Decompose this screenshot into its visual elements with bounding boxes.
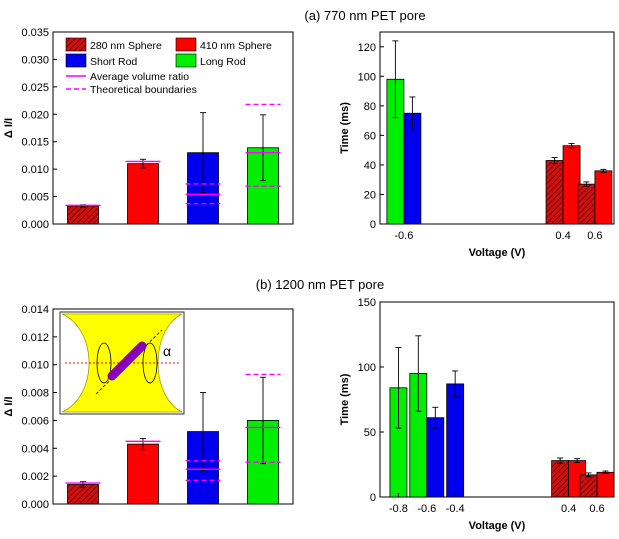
y-tick-label: 40: [364, 160, 376, 172]
x-tick-label: 0.6: [589, 503, 604, 515]
legend-swatch-sphere280: [65, 37, 87, 52]
plot-frame: [379, 31, 615, 225]
panel-title-b: (b) 1200 nm PET pore: [256, 277, 384, 292]
inset-rotation-ellipse-2: [142, 342, 158, 384]
y-tick-label: 0.030: [21, 54, 49, 66]
y-tick-label: 0.000: [21, 219, 49, 231]
legend-swatch-sphere410: [175, 37, 197, 52]
y-axis-label: Δ I/I: [3, 396, 15, 416]
y-tick-label: 100: [358, 362, 376, 374]
bar-sphere410: [127, 163, 159, 225]
x-tick-label: -0.6: [394, 230, 413, 242]
legend-label-long-rod: Long Rod: [200, 56, 246, 68]
bar-sphere280: [67, 205, 99, 225]
legend-swatch-long-rod: [175, 53, 197, 68]
plot-frame: [52, 308, 294, 505]
y-tick-label: 50: [364, 427, 376, 439]
y-tick-label: 100: [358, 71, 376, 83]
x-tick-label: -0.6: [417, 503, 436, 515]
y-tick-label: 20: [364, 189, 376, 201]
y-axis-label: Time (ms): [339, 373, 351, 425]
y-tick-label: 0: [370, 492, 376, 504]
legend-label-sphere280: 280 nm Sphere: [90, 40, 162, 52]
bar-sphere410: [127, 443, 159, 505]
panel-title-a: (a) 770 nm PET pore: [304, 8, 425, 23]
chart-a-left: 0.000 0.005 0.010 0.015 0.020 0.025 0.030 0.035…: [3, 27, 294, 231]
inset-rotation-ellipse: [96, 342, 112, 384]
legend-label-bounds: Theoretical boundaries: [90, 84, 197, 96]
chart-a-right: 0 20 40 60 80 100 120 Time (ms) -0.6 0.4 0.6 Voltag…: [339, 31, 615, 259]
x-axis-label: Voltage (V): [469, 520, 526, 532]
y-tick-label: 0.002: [21, 471, 49, 483]
legend-label-avg: Average volume ratio: [90, 71, 189, 83]
x-tick-label: -0.8: [389, 503, 408, 515]
x-tick-label: 0.6: [587, 230, 602, 242]
y-tick-label: 150: [358, 297, 376, 309]
bar-sphere280: [579, 474, 598, 498]
plot-frame: [52, 31, 294, 225]
chart-b-right: 0 50 100 150 Time (ms) -0.8 -0.6 -0.4 0.4 0.6 Volt…: [339, 297, 615, 532]
legend-swatch-short-rod: [65, 53, 87, 68]
y-tick-label: 80: [364, 101, 376, 113]
y-tick-label: 0.015: [21, 137, 49, 149]
plot-frame: [379, 301, 615, 498]
bar-short_rod: [426, 417, 445, 498]
y-axis-label: Time (ms): [339, 102, 351, 154]
bar-sphere280: [551, 460, 570, 498]
x-tick-label: 0.4: [561, 503, 576, 515]
y-tick-label: 0.010: [21, 360, 49, 372]
y-tick-label: 0: [370, 219, 376, 231]
x-tick-label: 0.4: [555, 230, 570, 242]
y-tick-label: 0.005: [21, 192, 49, 204]
bar-sphere410: [596, 471, 615, 498]
y-tick-label: 0.004: [21, 443, 49, 455]
legend-label-short-rod: Short Rod: [90, 56, 137, 68]
y-tick-label: 60: [364, 130, 376, 142]
y-tick-label: 0.008: [21, 388, 49, 400]
legend: 280 nm Sphere 410 nm Sphere Short Rod Lo…: [65, 37, 272, 96]
y-tick-label: 0.020: [21, 109, 49, 121]
inset-rod: [107, 341, 147, 381]
bar-sphere280: [577, 183, 596, 225]
bar-sphere280: [545, 160, 564, 225]
bar-sphere410: [594, 170, 613, 225]
y-tick-label: 0.012: [21, 332, 49, 344]
bar-short_rod: [446, 383, 465, 498]
y-tick-label: 0.035: [21, 27, 49, 39]
legend-label-sphere410: 410 nm Sphere: [200, 40, 272, 52]
y-axis-label: Δ I/I: [3, 118, 15, 138]
inset-alpha-label: α: [163, 343, 171, 359]
y-tick-label: 0.006: [21, 415, 49, 427]
y-tick-label: 0.010: [21, 164, 49, 176]
x-axis-label: Voltage (V): [469, 247, 526, 259]
y-tick-label: 0.025: [21, 82, 49, 94]
x-tick-label: -0.4: [446, 503, 465, 515]
y-tick-label: 120: [358, 42, 376, 54]
y-tick-label: 0.000: [21, 499, 49, 511]
chart-b-left: 0.000 0.002 0.004 0.006 0.008 0.010 0.012 0.014…: [3, 304, 294, 511]
y-tick-label: 0.014: [21, 304, 49, 316]
pore-inset: α: [59, 311, 185, 415]
